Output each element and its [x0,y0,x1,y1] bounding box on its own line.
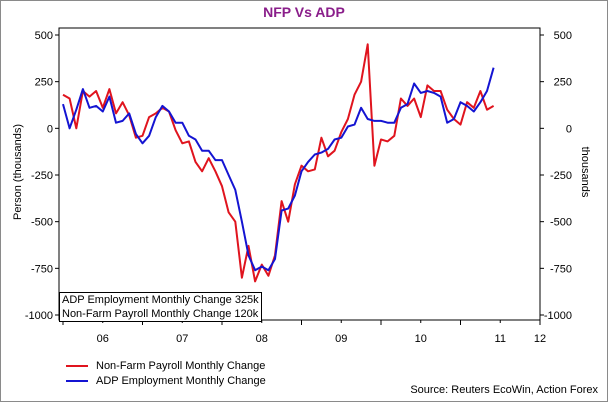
source-note: Source: Reuters EcoWin, Action Forex [410,384,598,396]
y-axis-right: 500 250 0 -250 -500 -750 -1000 [540,30,572,322]
info-line-nfp: Non-Farm Payroll Monthly Change 120k [62,308,259,320]
x-tick-label: 07 [176,333,188,345]
x-tick-label: 12 [534,333,546,345]
x-tick-label: 09 [335,333,347,345]
y-tick-label-left: -250 [31,170,53,182]
y-tick-label-left: 0 [47,123,53,135]
x-tick-label: 06 [97,333,109,345]
y-tick-label-right: -1000 [544,310,572,322]
y-tick-label-right: -250 [550,170,572,182]
legend-label-adp: ADP Employment Monthly Change [96,374,266,387]
x-tick-label: 11 [495,333,506,345]
y-tick-label-left: -500 [31,217,53,229]
legend-swatch-nfp [66,364,88,367]
y-tick-label-left: -750 [31,263,53,275]
y-tick-label-left: -1000 [25,310,53,322]
legend-item-adp: ADP Employment Monthly Change [66,373,266,388]
y-tick-label-left: 250 [35,77,53,89]
latest-values-box: ADP Employment Monthly Change 325k Non-F… [59,292,262,322]
legend: Non-Farm Payroll Monthly Change ADP Empl… [66,358,266,388]
y-tick-label-right: 500 [554,30,572,42]
legend-label-nfp: Non-Farm Payroll Monthly Change [96,359,266,372]
y-axis-left: 500 250 0 -250 -500 -750 -1000 [25,30,59,322]
series-line-nfp [62,43,495,283]
series-line-adp [62,67,495,272]
chart-title: NFP Vs ADP [263,4,345,20]
y-tick-label-right: 0 [566,123,572,135]
info-line-adp: ADP Employment Monthly Change 325k [62,294,259,306]
y-tick-label-left: 500 [35,30,53,42]
y-tick-label-right: 250 [554,77,572,89]
y-axis-left-label: Person (thousands) [12,124,24,220]
x-tick-label: 08 [256,333,268,345]
y-tick-label-right: -750 [550,263,572,275]
y-axis-right-label: thousands [579,146,591,198]
x-tick-label: 10 [415,333,427,345]
y-tick-label-right: -500 [550,217,572,229]
x-axis: 06 07 08 09 10 11 12 [62,320,546,345]
series-group [62,43,495,283]
legend-swatch-adp [66,379,88,382]
plot-area [58,27,541,321]
legend-item-nfp: Non-Farm Payroll Monthly Change [66,358,266,373]
